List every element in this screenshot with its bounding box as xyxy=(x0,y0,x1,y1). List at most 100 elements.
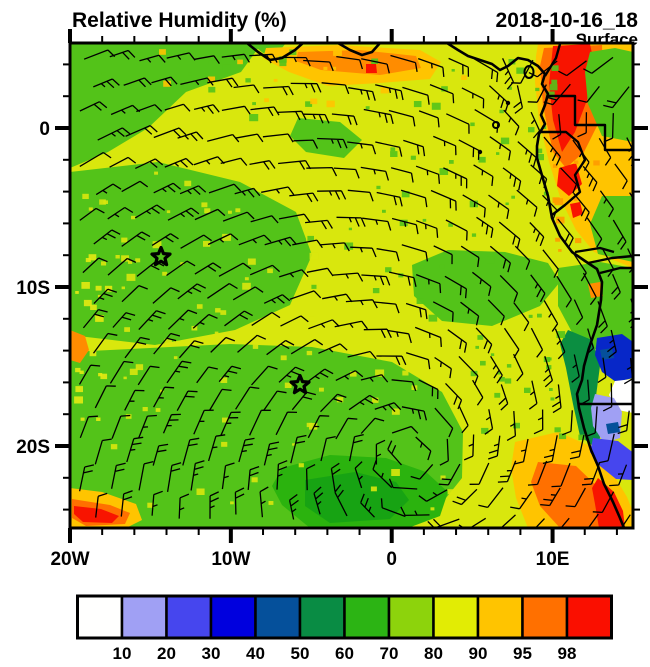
field-region-namib-teal-1 xyxy=(600,348,614,360)
field-speckle xyxy=(549,388,553,391)
field-speckle xyxy=(559,433,567,440)
wind-barb xyxy=(401,406,428,421)
field-speckle xyxy=(222,64,231,71)
field-speckle xyxy=(163,80,171,87)
colorbar-box-11 xyxy=(565,594,613,640)
wind-barb xyxy=(513,302,530,332)
wind-barb xyxy=(542,435,558,465)
wind-barb xyxy=(207,77,239,88)
wind-barb xyxy=(390,167,414,183)
wind-barb xyxy=(348,87,376,101)
field-speckle xyxy=(184,180,192,187)
wind-barb xyxy=(153,332,181,355)
wind-barb xyxy=(433,245,453,265)
field-speckle xyxy=(208,60,213,64)
field-speckle xyxy=(309,316,315,322)
wind-barb xyxy=(82,308,108,329)
field-speckle xyxy=(535,87,540,92)
wind-barb xyxy=(263,85,294,96)
wind-barb xyxy=(527,460,548,486)
field-speckle xyxy=(464,295,470,300)
field-speckle xyxy=(164,338,172,345)
wind-barb xyxy=(478,487,504,509)
field-speckle xyxy=(97,294,101,298)
wind-barb xyxy=(569,434,585,460)
wind-barb xyxy=(125,125,158,137)
wind-barb xyxy=(221,462,235,490)
wind-barb xyxy=(514,245,531,270)
colorbar-label-30: 30 xyxy=(202,644,221,663)
field-speckle xyxy=(75,386,83,393)
field-speckle xyxy=(242,282,251,290)
field-speckle xyxy=(208,86,216,93)
wind-barb xyxy=(580,379,590,405)
wind-barb xyxy=(444,275,468,299)
field-speckle xyxy=(331,66,337,71)
wind-barb xyxy=(261,186,295,196)
wind-barb xyxy=(458,406,469,434)
country-border-3 xyxy=(574,246,615,254)
wind-barb xyxy=(278,213,311,223)
field-speckle xyxy=(249,114,259,122)
wind-barb xyxy=(474,109,499,133)
wind-barb xyxy=(109,49,136,60)
wind-barb xyxy=(151,233,179,246)
wind-barb xyxy=(235,386,260,410)
wind-barb xyxy=(543,83,571,106)
wind-barb xyxy=(79,415,98,439)
field-speckle xyxy=(410,155,416,160)
field-speckle xyxy=(486,256,495,264)
field-speckle xyxy=(96,417,101,421)
field-speckle xyxy=(88,254,97,261)
field-speckle xyxy=(574,160,579,164)
field-speckle xyxy=(477,335,484,340)
field-speckle xyxy=(511,195,515,199)
colorbar-label-10: 10 xyxy=(113,644,132,663)
wind-barb xyxy=(135,158,164,169)
wind-barb xyxy=(361,274,391,286)
wind-barb xyxy=(360,493,375,518)
coastline-ghana xyxy=(336,43,382,57)
wind-barb xyxy=(234,133,264,143)
wind-barb xyxy=(557,218,574,247)
wind-barb xyxy=(488,194,510,220)
wind-barb xyxy=(138,414,157,439)
wind-barb xyxy=(207,233,239,246)
field-speckle xyxy=(552,197,560,204)
field-speckle xyxy=(85,258,91,263)
field-speckle xyxy=(252,102,256,106)
wind-barb xyxy=(583,56,614,74)
wind-barb xyxy=(400,189,428,208)
field-speckle xyxy=(556,216,565,224)
wind-barb xyxy=(560,167,578,194)
wind-barb xyxy=(577,85,600,103)
field-speckle xyxy=(121,286,125,290)
field-speckle xyxy=(268,501,274,505)
wind-barb xyxy=(234,487,245,515)
field-region-congo-green-ne xyxy=(585,48,633,142)
wind-barb xyxy=(571,354,580,383)
field-region-dark-green-core xyxy=(305,472,409,523)
wind-barb xyxy=(445,219,468,241)
field-region-se-coast-red xyxy=(592,478,625,528)
wind-barb xyxy=(418,379,439,400)
wind-barb xyxy=(620,514,631,528)
field-speckle xyxy=(247,258,256,265)
wind-barb xyxy=(162,413,181,434)
wind-barb xyxy=(107,257,137,276)
field-speckle xyxy=(528,127,535,133)
field-speckle xyxy=(142,407,148,412)
colorbar-label-98: 98 xyxy=(558,644,577,663)
field-speckle xyxy=(96,54,106,62)
field-speckle xyxy=(549,84,558,91)
wind-barb xyxy=(603,113,614,143)
wind-barb xyxy=(280,315,309,327)
wind-barb xyxy=(249,409,271,436)
field-speckle xyxy=(538,289,545,296)
wind-barb xyxy=(336,216,366,227)
wind-barb xyxy=(439,438,449,466)
wind-barb xyxy=(516,189,538,217)
field-speckle xyxy=(334,135,342,142)
field-speckle xyxy=(554,427,561,433)
wind-barb xyxy=(452,488,478,506)
